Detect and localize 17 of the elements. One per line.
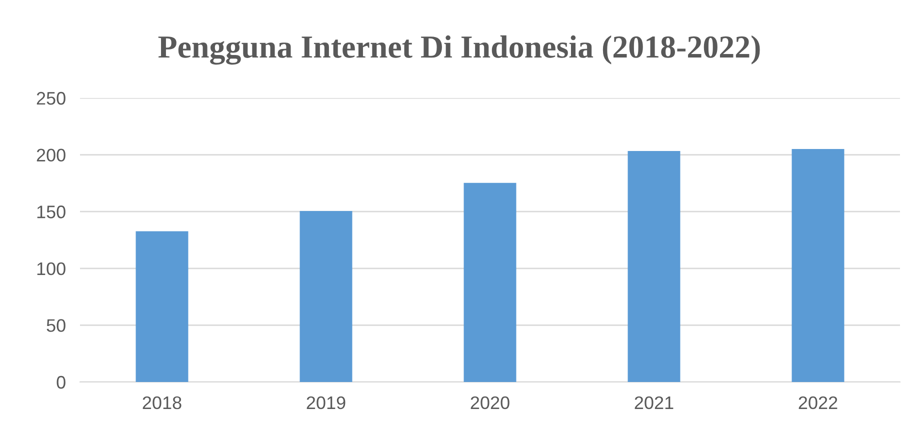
chart-title: Pengguna Internet Di Indonesia (2018-2022)	[158, 35, 760, 65]
y-tick-label: 150	[37, 206, 66, 218]
y-tick-label: 50	[46, 319, 66, 332]
bar	[628, 151, 680, 382]
x-tick-label: 2018	[142, 396, 182, 410]
bar	[136, 231, 188, 382]
y-tick-label: 0	[56, 376, 66, 389]
bar	[464, 182, 516, 382]
x-tick-label: 2022	[798, 396, 838, 410]
x-tick-label: 2021	[634, 396, 674, 410]
y-tick-label: 250	[36, 92, 66, 105]
x-tick-label: 2020	[470, 396, 510, 410]
y-tick-label: 100	[37, 262, 66, 276]
bar	[792, 149, 844, 382]
x-tick-label: 2019	[306, 396, 346, 410]
bar	[300, 211, 352, 382]
y-tick-label: 200	[36, 148, 66, 162]
